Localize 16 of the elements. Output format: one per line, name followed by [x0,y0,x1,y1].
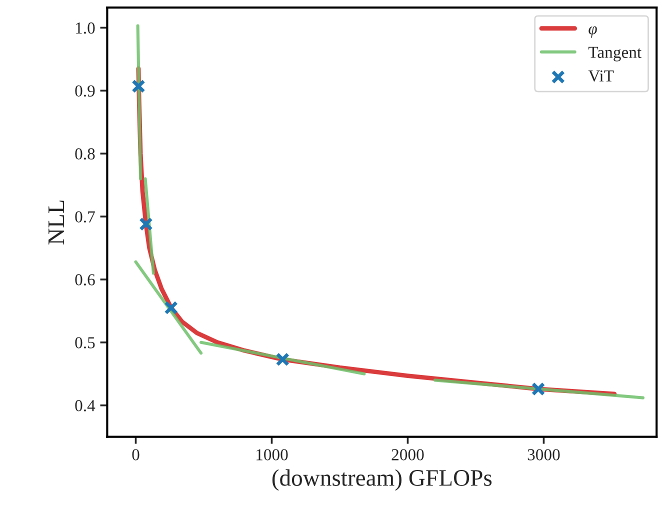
legend-label: Tangent [588,46,642,62]
x-tick-label: 1000 [256,449,288,460]
x-axis-title: (downstream) GFLOPs [272,469,492,491]
legend-label: φ [588,26,597,38]
x-tick-label: 0 [132,449,140,460]
y-axis-title: NLL [48,200,64,244]
y-tick-label: 1.0 [76,22,95,34]
x-tick-label: 2000 [392,449,424,460]
legend-label: ViT [588,70,614,82]
x-tick-label: 3000 [528,449,560,460]
y-tick-label: 0.6 [75,274,95,286]
y-tick-label: 0.7 [75,211,95,223]
y-tick-label: 0.4 [75,400,96,412]
y-tick-label: 0.5 [75,337,95,348]
y-tick-label: 0.9 [75,85,95,97]
y-tick-label: 0.8 [75,148,95,160]
